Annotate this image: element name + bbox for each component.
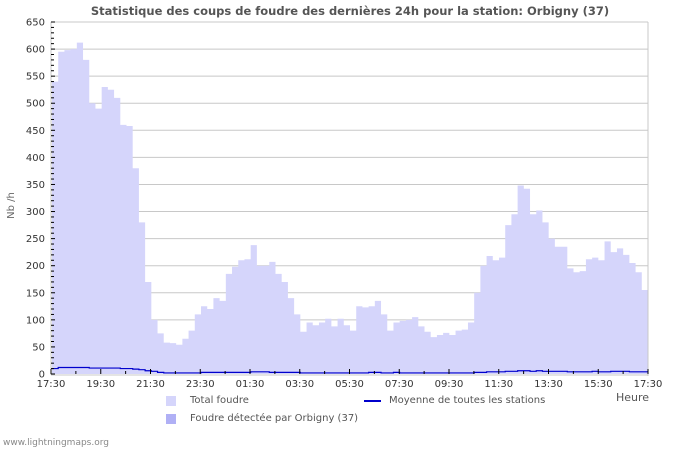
footer-credit: www.lightningmaps.org [3,438,109,448]
y-tick-label: 600 [26,45,45,56]
y-tick-label: 250 [26,234,45,245]
axes [50,21,649,376]
x-tick-label: 17:30 [634,379,663,390]
y-tick-label: 200 [26,261,45,272]
y-tick-label: 450 [26,126,45,137]
average-line-icon [364,399,381,402]
x-tick-label: 01:30 [236,379,265,390]
legend-item-average: Moyenne de toutes les stations [364,395,545,406]
legend-item-total: Total foudre [166,395,249,406]
x-tick-label: 11:30 [484,379,513,390]
total-foudre-area [52,42,648,374]
x-tick-label: 03:30 [285,379,314,390]
y-axis-ticks: 0 50 100 150 200 250 300 350 400 450 500 550 600 650 [26,18,55,381]
y-tick-label: 300 [26,207,45,218]
average-line [52,366,648,374]
legend-label-station: Foudre détectée par Orbigny (37) [190,413,359,424]
y-tick-label: 500 [26,99,45,110]
x-axis-ticks: 17:30 19:30 21:30 23:30 01:30 03:30 05:30 07:30… [37,369,663,390]
y-tick-label: 650 [26,18,45,29]
x-tick-label: 15:30 [584,379,613,390]
y-tick-label: 150 [26,288,45,299]
x-tick-label: 05:30 [335,379,364,390]
x-tick-label: 07:30 [385,379,414,390]
y-tick-label: 350 [26,180,45,191]
legend-label-average: Moyenne de toutes les stations [389,395,546,406]
y-tick-label: 400 [26,153,45,164]
x-tick-label: 09:30 [435,379,464,390]
chart-title: Statistique des coups de foudre des dern… [90,4,610,18]
total-swatch-icon [166,395,176,406]
x-tick-label: 21:30 [136,379,165,390]
y-tick-label: 550 [26,72,45,83]
station-swatch-icon [166,413,176,424]
y-tick-label: 100 [26,315,45,326]
x-tick-label: 13:30 [534,379,563,390]
y-tick-label: 50 [32,342,45,353]
legend-label-total: Total foudre [190,395,249,406]
legend-item-station: Foudre détectée par Orbigny (37) [166,413,358,424]
y-tick-label: 0 [39,370,45,381]
x-tick-label: 19:30 [86,379,115,390]
x-tick-label: 17:30 [37,379,66,390]
x-axis-label: Heure [616,391,650,404]
x-tick-label: 23:30 [186,379,215,390]
